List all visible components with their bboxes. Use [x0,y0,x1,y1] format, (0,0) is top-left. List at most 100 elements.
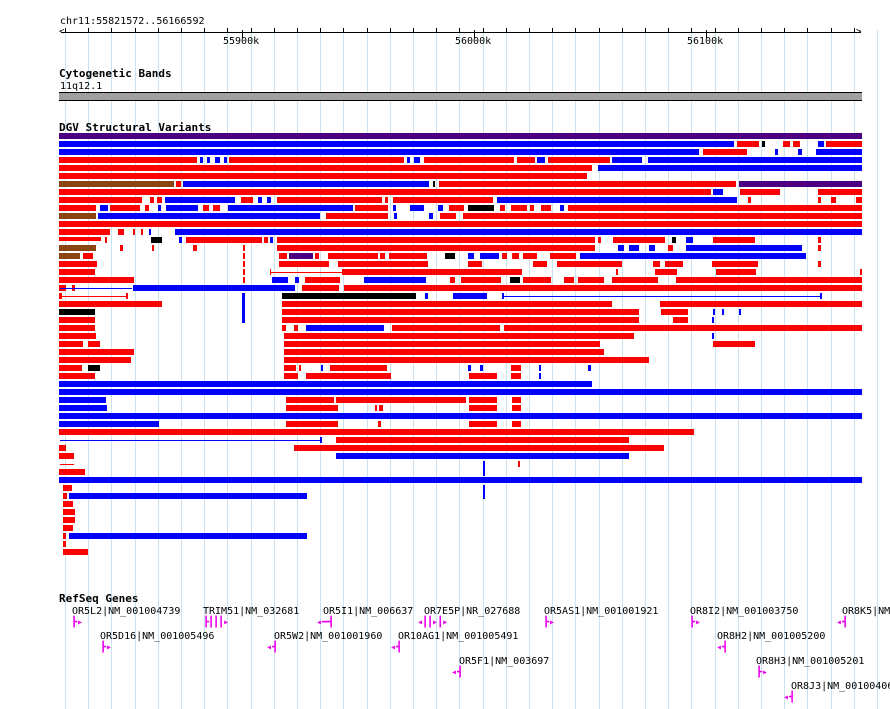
dgv-variant-bar[interactable] [438,205,443,211]
dgv-variant-bar[interactable] [338,261,428,267]
dgv-variant-bar[interactable] [511,373,521,379]
dgv-variant-bar[interactable] [703,149,747,155]
dgv-variant-bar[interactable] [393,197,493,203]
dgv-variant-bar[interactable] [539,373,541,379]
dgv-variant-bar[interactable] [59,205,96,211]
dgv-variant-bar[interactable] [512,405,521,411]
dgv-variant-bar[interactable] [578,277,604,283]
dgv-variant-bar[interactable] [502,293,504,299]
dgv-variant-bar[interactable] [512,397,521,403]
dgv-variant-bar[interactable] [149,229,151,235]
dgv-variant-bar[interactable] [512,253,519,259]
dgv-variant-bar[interactable] [145,205,149,211]
dgv-variant-bar[interactable] [511,205,527,211]
dgv-variant-bar[interactable] [739,309,741,315]
dgv-variant-bar[interactable] [469,397,497,403]
dgv-variant-bar[interactable] [557,261,622,267]
dgv-variant-bar[interactable] [286,421,338,427]
dgv-variant-bar[interactable] [820,293,822,299]
dgv-variant-bar[interactable] [653,261,660,267]
dgv-variant-bar[interactable] [497,197,737,203]
dgv-variant-bar[interactable] [272,277,288,283]
dgv-variant-bar[interactable] [818,261,821,267]
dgv-variant-bar[interactable] [282,325,286,331]
dgv-variant-bar[interactable] [213,205,220,211]
dgv-variant-bar[interactable] [151,237,162,243]
dgv-variant-bar[interactable] [548,157,610,163]
dgv-variant-bar[interactable] [716,269,756,275]
dgv-variant-bar[interactable] [676,277,862,283]
dgv-variant-bar[interactable] [618,245,624,251]
dgv-variant-bar[interactable] [407,157,410,163]
dgv-variant-bar[interactable] [469,373,497,379]
dgv-variant-bar[interactable] [826,141,862,147]
dgv-variant-bar[interactable] [295,277,299,283]
dgv-variant-bar[interactable] [157,197,162,203]
dgv-variant-bar[interactable] [63,533,66,539]
dgv-variant-bar[interactable] [59,333,96,339]
gene-glyph-forward-icon[interactable]: ┣▸ [756,667,769,678]
dgv-variant-bar[interactable] [133,285,295,291]
dgv-variant-bar[interactable] [385,197,388,203]
dgv-variant-connector[interactable] [60,464,74,465]
dgv-variant-bar[interactable] [215,157,220,163]
dgv-variant-bar[interactable] [414,157,420,163]
dgv-variant-bar[interactable] [63,509,75,515]
dgv-variant-bar[interactable] [267,197,271,203]
dgv-variant-bar[interactable] [242,293,245,323]
gene-label[interactable]: OR8H2|NM_001005200 [717,631,826,642]
dgv-variant-bar[interactable] [518,461,520,467]
dgv-variant-bar[interactable] [712,261,758,267]
dgv-variant-bar[interactable] [378,421,381,427]
dgv-variant-bar[interactable] [613,237,665,243]
dgv-variant-bar[interactable] [158,205,161,211]
dgv-variant-bar[interactable] [98,213,320,219]
dgv-variant-bar[interactable] [229,157,404,163]
dgv-variant-bar[interactable] [712,317,714,323]
dgv-variant-bar[interactable] [279,261,329,267]
dgv-variant-bar[interactable] [326,213,388,219]
dgv-variant-bar[interactable] [468,261,482,267]
dgv-variant-bar[interactable] [425,293,428,299]
dgv-variant-bar[interactable] [649,245,655,251]
cytoband-bar[interactable] [59,92,862,101]
gene-glyph-forward-icon[interactable]: ┣▸ [100,642,113,653]
dgv-variant-bar[interactable] [831,197,836,203]
dgv-variant-bar[interactable] [59,421,159,427]
dgv-variant-bar[interactable] [665,261,683,267]
dgv-variant-bar[interactable] [59,309,95,315]
dgv-variant-bar[interactable] [282,309,639,315]
dgv-variant-bar[interactable] [286,405,338,411]
dgv-variant-bar[interactable] [284,373,298,379]
dgv-variant-bar[interactable] [629,245,639,251]
dgv-variant-bar[interactable] [59,165,592,171]
dgv-variant-bar[interactable] [59,261,97,267]
dgv-variant-bar[interactable] [537,157,545,163]
dgv-variant-bar[interactable] [264,237,268,243]
gene-label[interactable]: OR8H3|NM_001005201 [756,656,865,667]
gene-label[interactable]: OR5I1|NM_006637 [323,606,414,617]
dgv-variant-connector[interactable] [60,269,94,270]
dgv-variant-bar[interactable] [59,325,95,331]
dgv-variant-bar[interactable] [510,277,520,283]
dgv-variant-bar[interactable] [394,213,397,219]
dgv-variant-bar[interactable] [258,197,262,203]
dgv-variant-bar[interactable] [59,197,142,203]
dgv-variant-bar[interactable] [63,485,69,491]
dgv-variant-bar[interactable] [126,293,128,299]
dgv-variant-bar[interactable] [424,157,514,163]
dgv-variant-bar[interactable] [284,341,600,347]
dgv-variant-bar[interactable] [141,229,143,235]
dgv-variant-bar[interactable] [152,245,154,251]
dgv-variant-bar[interactable] [328,253,378,259]
gene-label[interactable]: OR8J3|NM_001004064 [791,681,890,692]
gene-label[interactable]: OR7E5P|NR_027688 [424,606,521,617]
dgv-variant-bar[interactable] [88,341,100,347]
dgv-variant-bar[interactable] [661,309,688,315]
gene-label[interactable]: TRIM51|NM_032681 [203,606,300,617]
dgv-variant-bar[interactable] [59,373,95,379]
dgv-variant-bar[interactable] [480,365,483,371]
dgv-variant-bar[interactable] [660,301,862,307]
dgv-variant-bar[interactable] [439,181,736,187]
dgv-variant-bar[interactable] [120,245,123,251]
